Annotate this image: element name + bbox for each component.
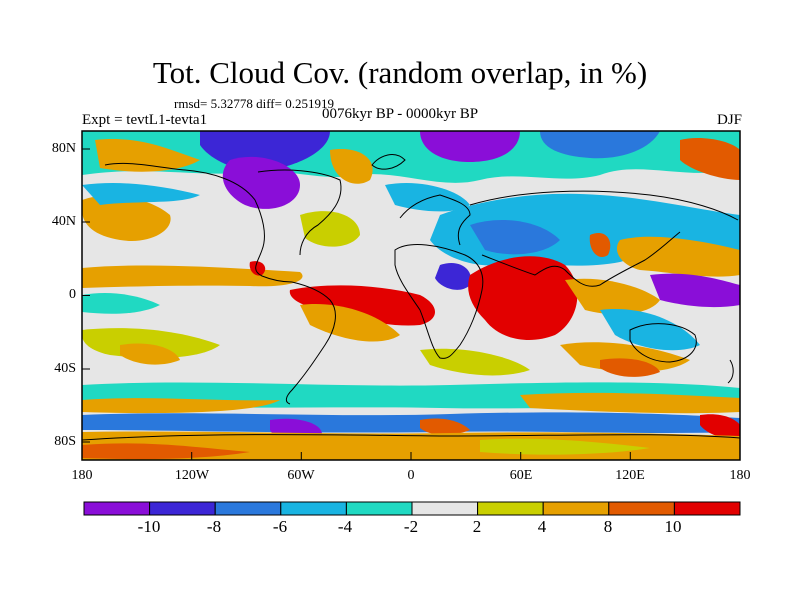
coastline-south-america	[285, 281, 336, 405]
colorbar-swatch	[345, 501, 413, 516]
coastline-europe	[399, 194, 471, 246]
anomaly-region	[565, 278, 660, 315]
colorbar-swatch	[280, 501, 347, 516]
y-tick-label-80s: 80S	[54, 434, 76, 449]
colorbar-swatch	[83, 501, 151, 516]
anomaly-region	[300, 211, 360, 247]
colorbar-label: 4	[537, 517, 547, 536]
season-label: DJF	[716, 112, 742, 128]
anomaly-region	[120, 343, 180, 365]
anomaly-region	[680, 138, 740, 180]
anomaly-region	[420, 348, 530, 376]
anomaly-region	[330, 149, 373, 184]
x-tick-label-60w: 60W	[287, 468, 315, 483]
anomaly-region	[616, 236, 740, 277]
coastline-north-america-east	[257, 169, 342, 256]
experiment-label: Expt = tevtL1-tevta1	[82, 112, 208, 128]
coastline-antarctica	[82, 434, 740, 441]
anomaly-region	[82, 195, 171, 241]
colorbar-swatch	[673, 501, 741, 516]
colorbar-label: -10	[137, 517, 161, 536]
anomaly-region	[385, 182, 470, 212]
coastline-asia-north	[469, 190, 739, 221]
anomaly-region	[468, 256, 578, 340]
anomaly-region	[420, 131, 520, 162]
map-title: Tot. Cloud Cov. (random overlap, in %)	[152, 55, 648, 90]
coastline-greenland	[371, 154, 406, 170]
axis-ticks	[81, 148, 741, 460]
anomaly-region	[82, 293, 160, 314]
anomaly-region	[82, 412, 740, 433]
anomaly-region	[560, 342, 690, 372]
anomaly-region	[700, 414, 740, 440]
rmsd-diff-stats: rmsd= 5.32778 diff= 0.251919	[174, 96, 334, 111]
colorbar-label: 8	[603, 517, 613, 536]
y-tick-label-40s: 40S	[54, 361, 76, 376]
anomaly-region	[520, 392, 740, 414]
coastline-asia-south	[481, 231, 681, 287]
colorbar-swatch	[411, 501, 479, 516]
y-tick-label-0: 0	[69, 287, 76, 302]
y-tick-label-80n: 80N	[51, 141, 76, 156]
colorbar-label: -8	[206, 517, 222, 536]
coastline-new-zealand	[727, 359, 734, 384]
colorbar-swatch	[149, 501, 216, 516]
anomaly-region	[82, 398, 280, 414]
anomaly-region	[249, 261, 266, 276]
anomaly-region	[480, 438, 650, 455]
colorbar-label: 10	[664, 517, 682, 536]
anomaly-region	[470, 220, 560, 255]
anomaly-region	[420, 418, 470, 436]
anomaly-region	[82, 328, 220, 358]
anomaly-region	[650, 273, 740, 308]
anomaly-region	[82, 183, 200, 205]
y-tick-label-40n: 40N	[51, 214, 76, 229]
anomaly-region	[435, 262, 471, 290]
anomaly-region	[82, 443, 250, 460]
x-tick-label-180e: 180	[729, 468, 751, 483]
x-tick-label-120w: 120W	[174, 468, 210, 483]
anomaly-region	[540, 131, 660, 159]
colorbar-label: -2	[403, 517, 419, 536]
colorbar-swatch	[214, 501, 282, 516]
coastline-africa	[394, 244, 484, 359]
anomaly-region	[589, 232, 611, 258]
colorbar-label: -4	[337, 517, 353, 536]
colorbar-swatch	[608, 501, 675, 516]
coastline-north-america	[104, 162, 293, 283]
colorbar-swatch	[477, 501, 544, 516]
x-tick-label-180w: 180	[71, 468, 93, 483]
colorbar-swatch	[542, 501, 610, 516]
anomaly-region	[600, 358, 660, 377]
coastline-australia	[629, 323, 697, 363]
x-tick-label-120e: 120E	[615, 468, 645, 483]
colorbar-label: 2	[472, 517, 482, 536]
colorbar-label: -6	[272, 517, 288, 536]
colorbar	[83, 501, 741, 516]
x-tick-label-0: 0	[407, 468, 415, 483]
x-tick-label-60e: 60E	[509, 468, 533, 483]
anomaly-region	[82, 265, 303, 288]
anomaly-region	[289, 285, 435, 326]
period-label: 0076kyr BP - 0000kyr BP	[322, 106, 479, 122]
coastlines	[82, 154, 740, 441]
anomaly-region	[600, 309, 700, 351]
anomaly-field	[82, 131, 740, 460]
anomaly-region	[300, 304, 400, 342]
